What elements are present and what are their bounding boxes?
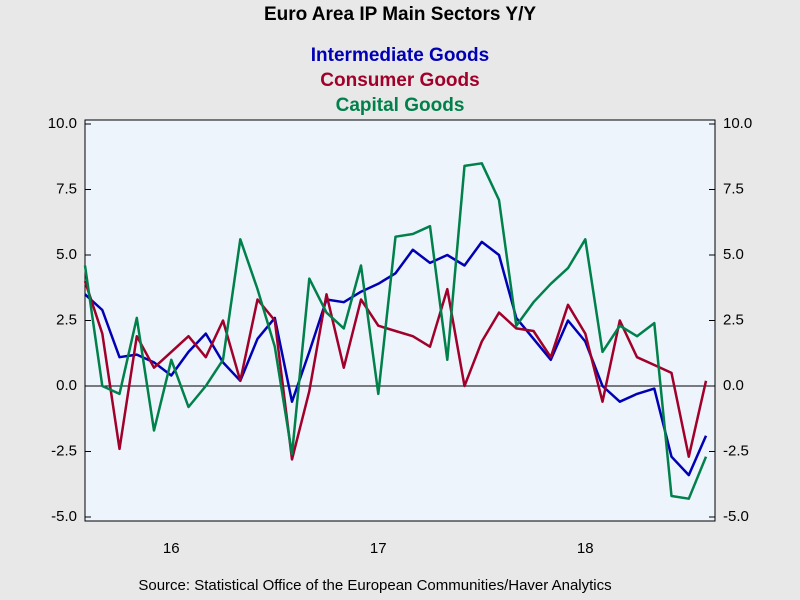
y-tick-label: 10.0 (48, 115, 77, 132)
y-tick-label: -2.5 (51, 442, 77, 459)
y2-tick-label: 0.0 (723, 377, 744, 394)
legend-entry: Capital Goods (336, 95, 465, 116)
y-tick-label: 5.0 (56, 246, 77, 263)
y-tick-label: -5.0 (51, 508, 77, 525)
y2-tick-label: -2.5 (723, 442, 749, 459)
y2-tick-label: 7.5 (723, 180, 744, 197)
chart-title: Euro Area IP Main Sectors Y/Y (264, 4, 536, 25)
series-line (83, 162, 708, 500)
y2-tick-label: 10.0 (723, 115, 752, 132)
source: Source: Statistical Office of the Europe… (138, 577, 611, 594)
y-tick-label: 2.5 (56, 311, 77, 328)
series-line (84, 240, 708, 477)
x-tick-label: 18 (577, 540, 594, 557)
y-tick-label: 7.5 (56, 180, 77, 197)
legend-entry: Consumer Goods (320, 70, 479, 91)
series-line (83, 280, 708, 461)
y-tick-label: 0.0 (56, 377, 77, 394)
x-tick-label: 17 (370, 540, 387, 557)
y2-tick-label: 5.0 (723, 246, 744, 263)
plot-area (84, 119, 716, 522)
legend-entry: Intermediate Goods (311, 45, 489, 66)
y2-tick-label: 2.5 (723, 311, 744, 328)
x-tick-label: 16 (163, 540, 180, 557)
y2-tick-label: -5.0 (723, 508, 749, 525)
